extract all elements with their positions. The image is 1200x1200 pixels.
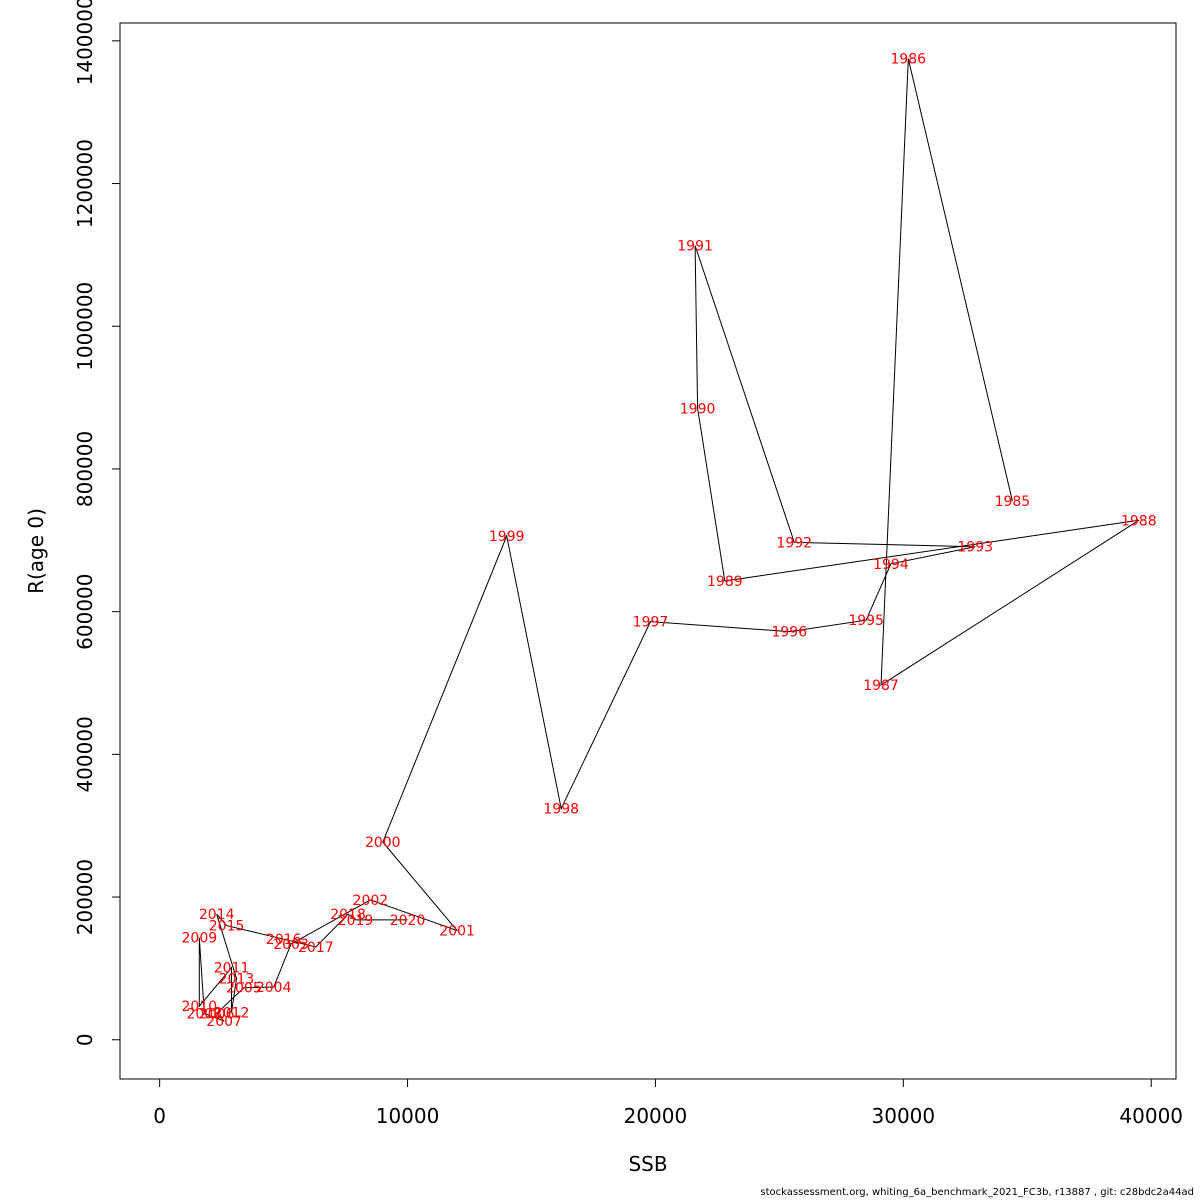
year-label-1999: 1999 — [489, 529, 525, 545]
year-label-1991: 1991 — [677, 239, 713, 255]
x-axis-title: SSB — [628, 1152, 667, 1176]
y-axis: 0 200000 400000 600000 800000 1000000 1200000 1… — [73, 0, 121, 1046]
x-tick-label: 0 — [153, 1104, 166, 1128]
year-label-2019: 2019 — [338, 913, 374, 929]
plot-frame — [119, 22, 1177, 1080]
y-tick-label: 1200000 — [73, 139, 97, 228]
sr-trajectory-line — [198, 58, 1140, 1022]
year-labels: 1985 1986 1987 1988 1989 1990 1991 1992 1993 1994… — [182, 52, 1157, 1031]
year-label-2000: 2000 — [365, 835, 401, 851]
y-tick-label: 1000000 — [73, 282, 97, 371]
year-label-2006: 2006 — [199, 1006, 235, 1022]
year-label-1990: 1990 — [680, 401, 716, 417]
year-label-1993: 1993 — [957, 540, 993, 556]
year-label-1986: 1986 — [890, 52, 926, 68]
year-label-1988: 1988 — [1121, 513, 1157, 529]
year-label-2015: 2015 — [209, 919, 245, 935]
year-label-2013: 2013 — [219, 971, 255, 987]
year-label-2016: 2016 — [266, 932, 302, 948]
year-label-1989: 1989 — [707, 574, 743, 590]
year-label-2008: 2008 — [186, 1006, 222, 1022]
trajectory-series — [198, 58, 1140, 1022]
x-tick-label: 40000 — [1119, 1104, 1183, 1128]
footer-credit: stockassessment.org, whiting_6a_benchmar… — [760, 1187, 1194, 1198]
y-tick-label: 400000 — [73, 716, 97, 792]
year-label-1994: 1994 — [873, 557, 909, 573]
y-tick-label: 0 — [73, 1033, 97, 1046]
year-label-2007: 2007 — [206, 1014, 242, 1030]
year-label-1998: 1998 — [543, 802, 579, 818]
year-label-2001: 2001 — [439, 924, 475, 940]
year-label-2002: 2002 — [353, 893, 389, 909]
year-label-1997: 1997 — [633, 615, 669, 631]
year-label-2014: 2014 — [199, 907, 235, 923]
year-label-2003: 2003 — [273, 937, 309, 953]
year-label-1995: 1995 — [848, 613, 884, 629]
year-label-2017: 2017 — [298, 940, 334, 956]
x-tick-label: 20000 — [624, 1104, 688, 1128]
year-label-2005: 2005 — [226, 981, 262, 997]
y-tick-label: 800000 — [73, 431, 97, 507]
year-label-2011: 2011 — [214, 961, 250, 977]
y-tick-label: 1400000 — [73, 0, 97, 85]
year-label-1987: 1987 — [863, 678, 899, 694]
y-tick-label: 200000 — [73, 859, 97, 935]
year-label-1985: 1985 — [995, 494, 1031, 510]
x-axis: 0 10000 20000 30000 40000 — [153, 1078, 1183, 1128]
year-label-2010: 2010 — [182, 999, 218, 1015]
year-label-1996: 1996 — [771, 625, 807, 641]
year-label-2004: 2004 — [256, 980, 292, 996]
x-tick-label: 30000 — [872, 1104, 936, 1128]
year-label-2012: 2012 — [214, 1006, 250, 1022]
year-label-1992: 1992 — [776, 535, 812, 551]
y-axis-title: R(age 0) — [24, 508, 48, 594]
year-label-2009: 2009 — [182, 931, 218, 947]
x-tick-label: 10000 — [376, 1104, 440, 1128]
year-label-2018: 2018 — [330, 907, 366, 923]
year-label-2020: 2020 — [390, 913, 426, 929]
y-tick-label: 600000 — [73, 573, 97, 649]
